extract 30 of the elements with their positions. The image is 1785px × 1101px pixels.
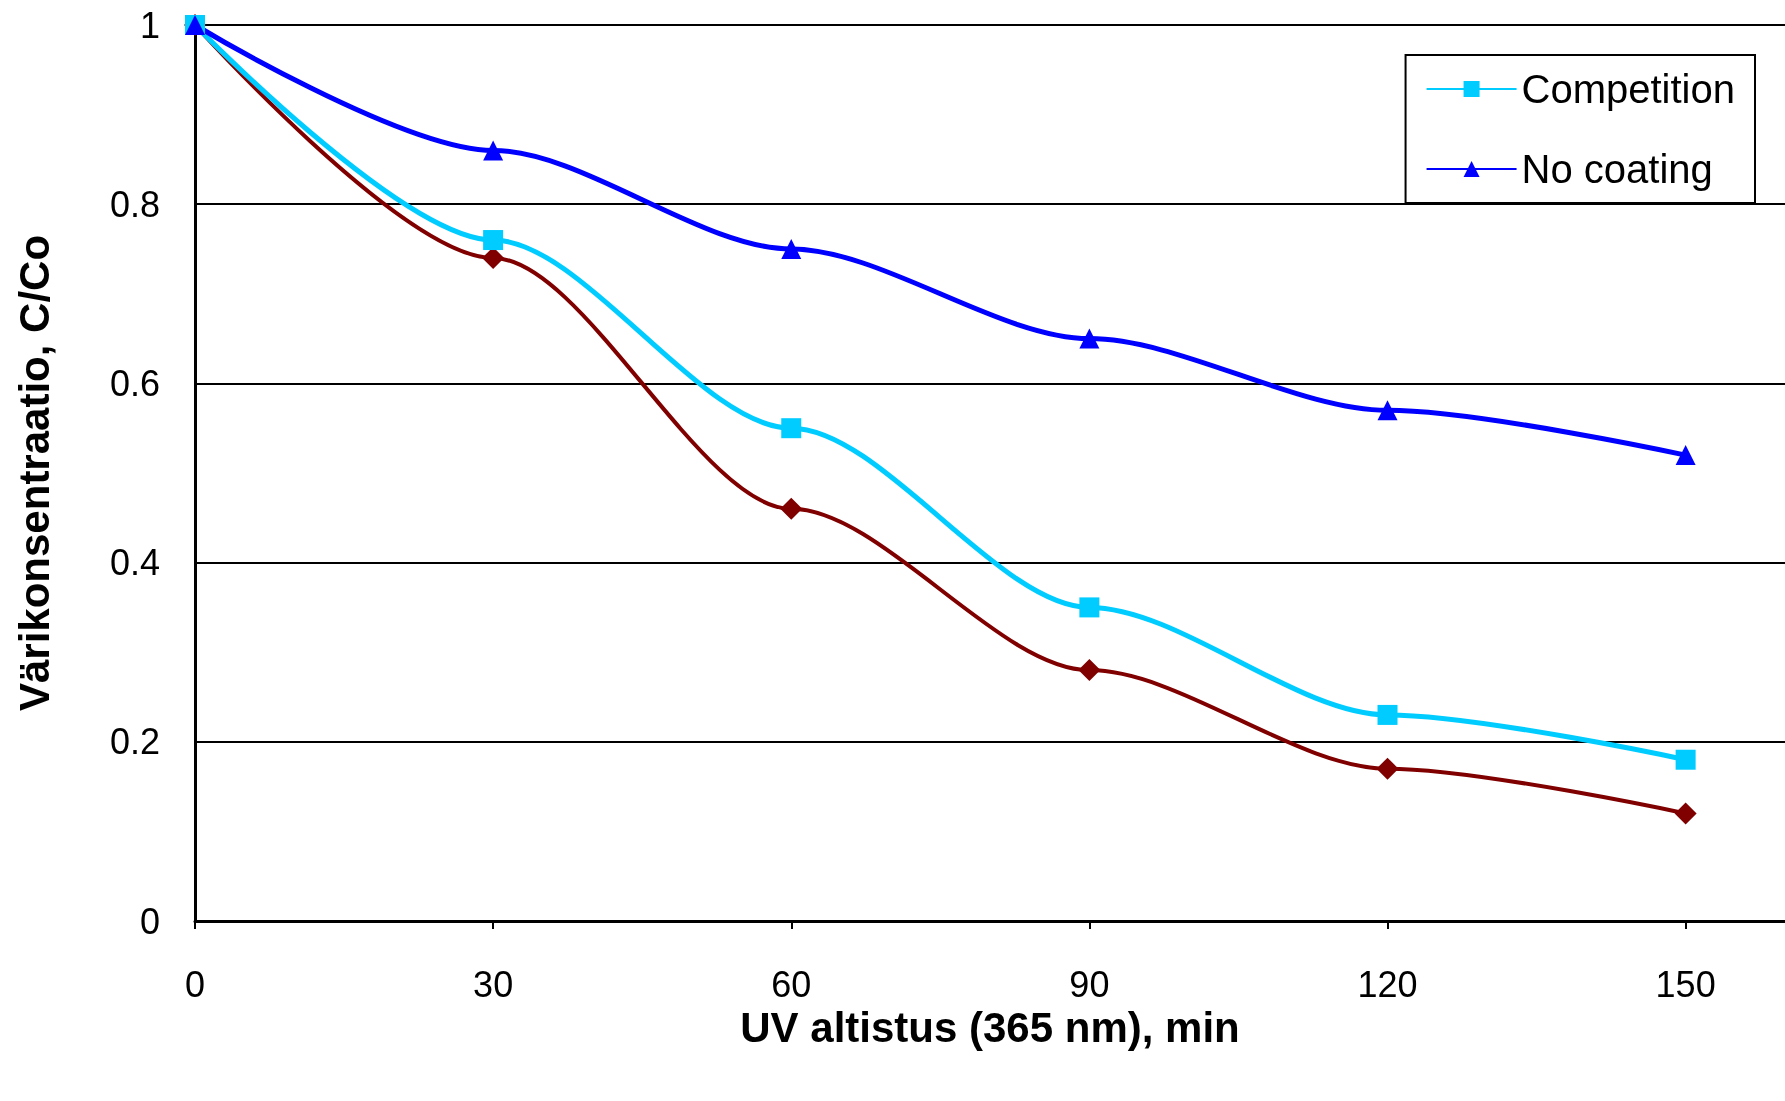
y-tick-label: 0 (139, 900, 160, 942)
x-tick-label: 0 (184, 963, 206, 1005)
point (1674, 802, 1697, 825)
point (1675, 749, 1696, 770)
x-tick-label: 120 (1357, 963, 1418, 1005)
point (1078, 659, 1101, 682)
y-tick-label: 0.4 (109, 542, 160, 584)
legend-label: Competition (1521, 67, 1735, 111)
point (483, 230, 504, 251)
y-tick-label: 0.6 (109, 362, 160, 404)
x-tick-label: 90 (1069, 963, 1110, 1005)
point (483, 140, 504, 161)
x-tick-label: 60 (771, 963, 812, 1005)
point (781, 418, 802, 439)
y-tick-label: 1 (139, 4, 160, 46)
point (1377, 400, 1398, 421)
x-tick-label: 150 (1655, 963, 1716, 1005)
y-tick-label: 0.2 (109, 721, 160, 763)
legend-label: No coating (1521, 147, 1713, 191)
point (1377, 704, 1398, 725)
point (1079, 597, 1100, 618)
point (781, 239, 802, 259)
y-tick-label: 0.8 (109, 183, 160, 225)
x-axis-title: UV altistus (365 nm), min (740, 1004, 1240, 1052)
y-axis-title: Värikonsentraatio, C/Co (10, 234, 58, 712)
point (780, 497, 803, 520)
point (1079, 328, 1100, 349)
point (1376, 757, 1399, 780)
x-tick-label: 30 (473, 963, 514, 1005)
point (1675, 445, 1696, 466)
